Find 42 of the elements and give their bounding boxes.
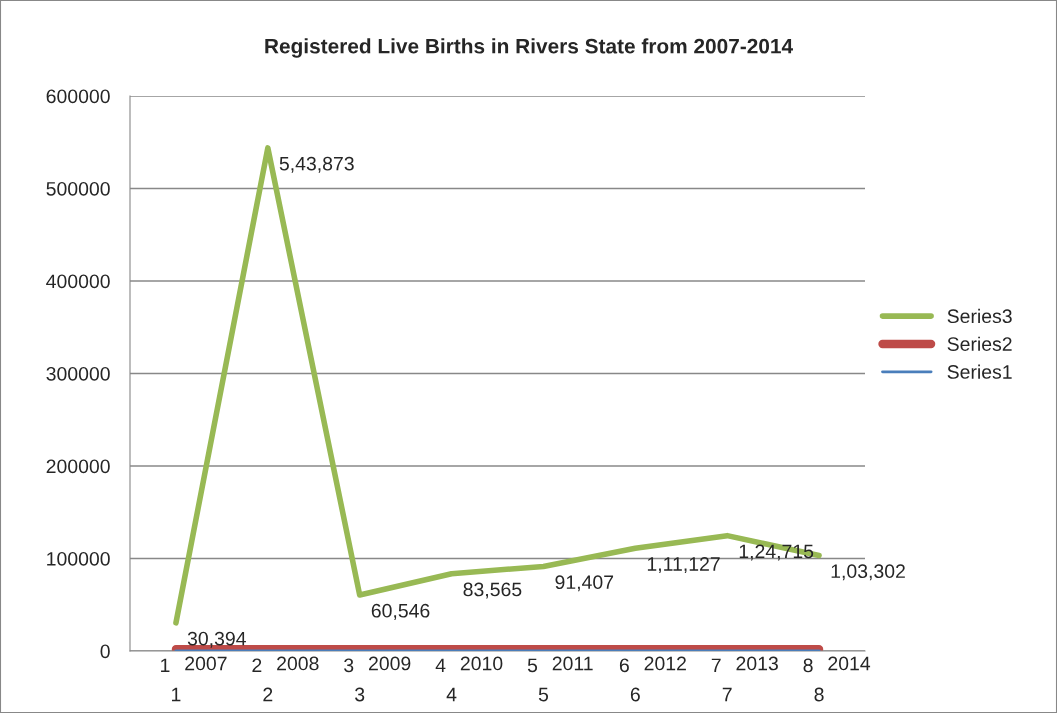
- data-label: 1,03,302: [831, 564, 905, 581]
- data-label: 3: [355, 687, 365, 702]
- data-label: 2011: [552, 656, 593, 671]
- data-label: 1,11,127: [647, 557, 720, 574]
- y-tick-label: 600000: [46, 89, 110, 104]
- data-label: 60,546: [371, 603, 430, 620]
- data-label: 2008: [277, 656, 319, 671]
- legend-label: Series3: [947, 308, 1012, 324]
- x-tick-label: 2: [252, 658, 262, 673]
- legend-label: Series2: [947, 336, 1012, 351]
- legend-label: Series1: [947, 364, 1012, 379]
- data-label: 83,565: [463, 582, 522, 599]
- x-tick-label: 3: [344, 658, 354, 673]
- x-tick-label: 7: [711, 658, 721, 673]
- data-label: 5: [538, 687, 549, 702]
- y-tick-label: 0: [100, 644, 110, 659]
- data-label: 2009: [369, 656, 411, 671]
- data-label: 8: [814, 687, 824, 702]
- y-tick-label: 400000: [46, 274, 110, 289]
- x-tick-label: 5: [527, 658, 538, 673]
- y-tick-label: 100000: [47, 551, 110, 566]
- y-tick-label: 300000: [46, 366, 110, 381]
- chart-title: Registered Live Births in Rivers State from 2007-2014: [265, 38, 793, 58]
- data-label: 7: [722, 687, 732, 702]
- x-tick-label: 1: [161, 658, 170, 673]
- data-label: 4: [446, 687, 457, 702]
- data-label: 2013: [736, 656, 778, 671]
- x-tick-label: 8: [803, 658, 813, 673]
- x-tick-label: 6: [619, 658, 629, 673]
- data-label: 30,394: [187, 631, 246, 648]
- y-tick-label: 200000: [46, 459, 110, 474]
- data-label: 2010: [460, 656, 503, 671]
- y-tick-label: 500000: [46, 181, 110, 196]
- data-label: 2007: [185, 656, 227, 671]
- x-tick-label: 4: [435, 658, 446, 673]
- data-label: 1: [172, 687, 181, 702]
- data-label: 91,407: [555, 575, 614, 592]
- data-label: 2014: [828, 656, 871, 671]
- data-label: 6: [630, 687, 640, 702]
- data-label: 5,43,873: [279, 156, 354, 173]
- data-label: 2: [263, 687, 273, 702]
- data-label: 2012: [644, 656, 686, 671]
